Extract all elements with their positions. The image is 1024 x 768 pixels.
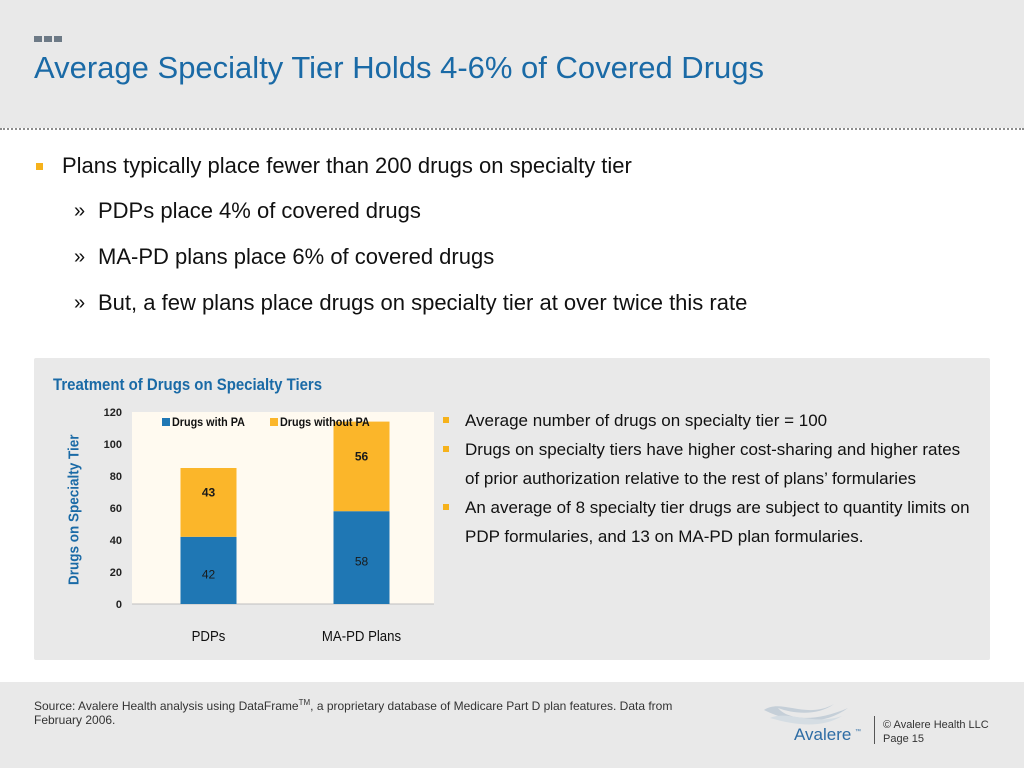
chart-title: Treatment of Drugs on Specialty Tiers [53,375,323,394]
source-suffix: , a proprietary database of Medicare Par… [34,699,673,727]
note-text: An average of 8 specialty tier drugs are… [465,498,970,546]
bullet-list: Plans typically place fewer than 200 dru… [34,150,994,332]
legend-swatch [162,418,170,426]
slide-header: Average Specialty Tier Holds 4-6% of Cov… [0,0,1024,128]
y-tick-label: 80 [110,471,122,483]
chart-panel: Treatment of Drugs on Specialty Tiers Dr… [34,358,990,660]
header-divider [0,128,1024,130]
bar-value-label: 56 [355,449,369,463]
slide-title: Average Specialty Tier Holds 4-6% of Cov… [34,50,764,85]
chart-notes: Average number of drugs on specialty tie… [439,406,979,551]
copyright-text: © Avalere Health LLC [883,719,989,731]
bar-value-label: 58 [355,555,369,569]
legend-label: Drugs without PA [280,417,370,430]
stacked-bar-chart: 0 20 40 60 80 100 120 42 43 PDPs 58 56 MA-PD Plans Dr… [104,407,434,644]
bar-segment [180,468,237,537]
y-tick-label: 100 [104,439,122,451]
bar-segment [333,511,390,604]
avalere-logo-tm: ™ [855,728,861,735]
bullet-square-icon [443,446,449,452]
sub-bullet-marker: » [74,292,86,314]
y-tick-label: 60 [110,503,122,515]
note-item: An average of 8 specialty tier drugs are… [439,493,979,551]
y-tick-label: 120 [104,407,122,419]
sub-bullet-text: PDPs place 4% of covered drugs [98,198,421,223]
avalere-logo-text: Avalere [794,725,851,744]
y-tick-label: 0 [116,599,122,611]
slide-footer: Source: Avalere Health analysis using Da… [0,682,1024,768]
note-text: Average number of drugs on specialty tie… [465,411,828,430]
bullet-square-icon [443,504,449,510]
sub-bullet: » MA-PD plans place 6% of covered drugs [34,240,994,286]
header-squares-icon [34,36,62,42]
sub-bullet-text: But, a few plans place drugs on specialt… [98,290,748,315]
copyright-block: © Avalere Health LLC Page 15 [883,718,989,746]
sub-bullet: » PDPs place 4% of covered drugs [34,194,994,240]
bar-value-label: 43 [202,485,216,499]
legend-swatch [270,418,278,426]
bullet-square-icon [36,163,43,170]
y-tick-label: 20 [110,567,122,579]
bullet-main: Plans typically place fewer than 200 dru… [34,150,994,194]
legend-label: Drugs with PA [172,417,245,430]
sub-bullet-marker: » [74,246,86,268]
sub-bullet-text: MA-PD plans place 6% of covered drugs [98,244,495,269]
bullet-square-icon [443,417,449,423]
bar-segment [333,421,390,512]
x-category-label: PDPs [192,627,226,644]
sub-bullet: » But, a few plans place drugs on specia… [34,286,994,332]
footer-separator [874,716,875,744]
source-trademark: TM [298,698,311,707]
note-text: Drugs on specialty tiers have higher cos… [465,440,961,488]
x-category-label: MA-PD Plans [322,627,401,644]
note-item: Average number of drugs on specialty tie… [439,406,979,435]
page-number: Page 15 [883,733,924,745]
source-prefix: Source: Avalere Health analysis using Da… [34,699,299,713]
bar-value-label: 42 [202,567,216,581]
y-tick-label: 40 [110,535,122,547]
avalere-logo: Avalere ™ [764,704,861,744]
bullet-main-text: Plans typically place fewer than 200 dru… [62,153,632,178]
note-item: Drugs on specialty tiers have higher cos… [439,435,979,493]
source-note: Source: Avalere Health analysis using Da… [34,696,714,727]
sub-bullet-marker: » [74,200,86,222]
bar-segment [180,536,237,604]
